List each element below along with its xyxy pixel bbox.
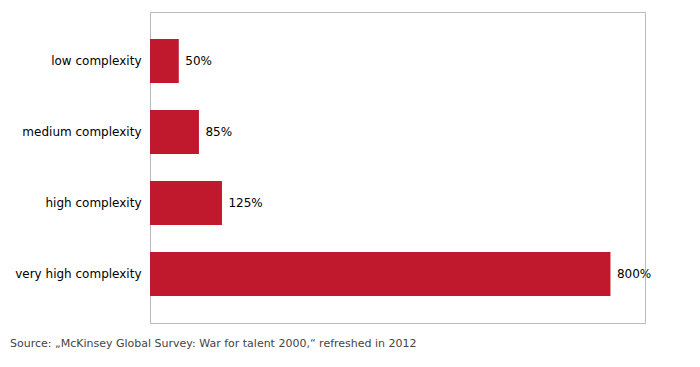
- svg-text:high complexity: high complexity: [46, 196, 142, 210]
- svg-text:low complexity: low complexity: [51, 54, 141, 68]
- svg-text:very high complexity: very high complexity: [15, 267, 141, 281]
- svg-text:medium complexity: medium complexity: [22, 125, 141, 139]
- svg-text:125%: 125%: [228, 196, 262, 210]
- svg-text:85%: 85%: [205, 125, 232, 139]
- svg-text:50%: 50%: [185, 54, 212, 68]
- svg-text:800%: 800%: [617, 267, 651, 281]
- html-text:Source: „McKinsey Global Surve: Source: „McKinsey Global Survey: War for…: [10, 337, 417, 350]
